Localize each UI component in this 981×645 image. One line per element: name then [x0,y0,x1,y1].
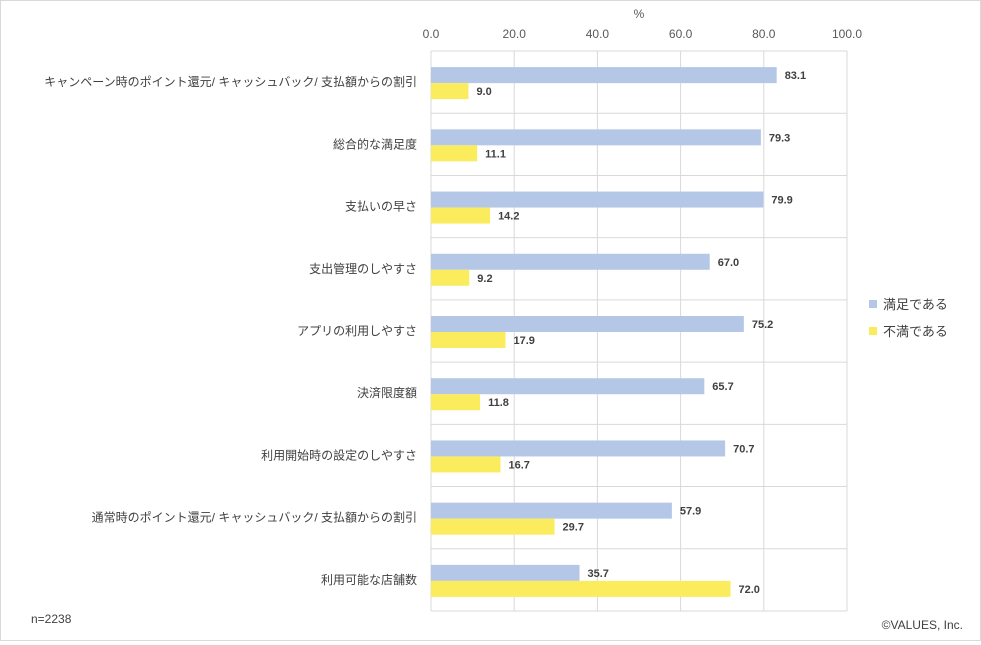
bar-satisfied [431,502,672,519]
category-label: 通常時のポイント還元/ キャッシュバック/ 支払額からの割引 [92,510,417,525]
data-label: 79.3 [769,132,790,144]
data-label: 75.2 [752,319,773,331]
bar-dissatisfied [431,207,491,224]
data-label: 9.2 [477,273,492,285]
data-label: 11.1 [485,148,506,160]
x-tick-label: 100.0 [832,27,862,41]
legend-swatch [869,327,877,335]
category-label: 総合的な満足度 [333,136,417,151]
category-label: 決済限度額 [357,385,417,400]
data-label: 16.7 [508,459,529,471]
data-label: 35.7 [588,568,609,580]
category-labels: キャンペーン時のポイント還元/ キャッシュバック/ 支払額からの割引総合的な満足… [44,74,417,587]
x-tick-label: 20.0 [503,27,527,41]
x-tick-label: 60.0 [669,27,693,41]
data-label: 70.7 [733,443,754,455]
bar-satisfied [431,316,744,332]
bar-satisfied [431,129,761,146]
x-axis-ticks: 0.0 20.0 40.0 60.0 80.0 100.0 [423,27,863,41]
x-tick-label: 0.0 [423,27,440,41]
bar-satisfied [431,191,764,208]
legend-label: 不満である [883,324,948,339]
data-label: 72.0 [739,584,760,596]
bar-dissatisfied [431,394,481,411]
data-label: 9.0 [476,86,491,98]
bar-dissatisfied [431,518,555,535]
data-label: 79.9 [771,195,792,207]
bar-satisfied [431,67,777,84]
data-label: 57.9 [680,506,701,518]
bar-dissatisfied [431,332,506,348]
sample-size-note: n=2238 [31,612,72,626]
category-label: 利用開始時の設定のしやすさ [261,447,417,462]
bar-dissatisfied [431,456,501,473]
category-label: 利用可能な店舗数 [321,572,417,587]
gridlines [430,50,848,612]
bar-satisfied [431,564,580,581]
copyright-note: ©VALUES, Inc. [882,618,963,632]
data-label: 65.7 [712,381,733,393]
bar-dissatisfied [431,580,731,597]
data-label: 29.7 [563,522,584,534]
category-label: 支出管理のしやすさ [309,261,417,276]
bar-satisfied [431,253,710,270]
data-label: 11.8 [488,397,509,409]
data-label: 67.0 [718,257,739,269]
legend-swatch [869,300,877,308]
legend-label: 満足である [883,297,948,312]
bar-satisfied [431,378,705,395]
category-label: アプリの利用しやすさ [297,324,417,338]
x-tick-label: 40.0 [586,27,610,41]
bar-satisfied [431,440,726,457]
bar-dissatisfied [431,83,469,100]
axis-unit-label: % [634,7,645,21]
data-label: 14.2 [498,211,519,223]
category-label: 支払いの早さ [345,200,417,214]
data-label: 83.1 [785,70,806,82]
category-label: キャンペーン時のポイント還元/ キャッシュバック/ 支払額からの割引 [44,74,417,89]
x-tick-label: 80.0 [752,27,776,41]
bar-dissatisfied [431,145,478,162]
bar-dissatisfied [431,269,470,286]
bars: 83.1 9.0 79.3 11.1 79.9 14.2 67.0 9.2 75.2 17.9 65… [431,67,806,597]
data-label: 17.9 [513,335,534,347]
